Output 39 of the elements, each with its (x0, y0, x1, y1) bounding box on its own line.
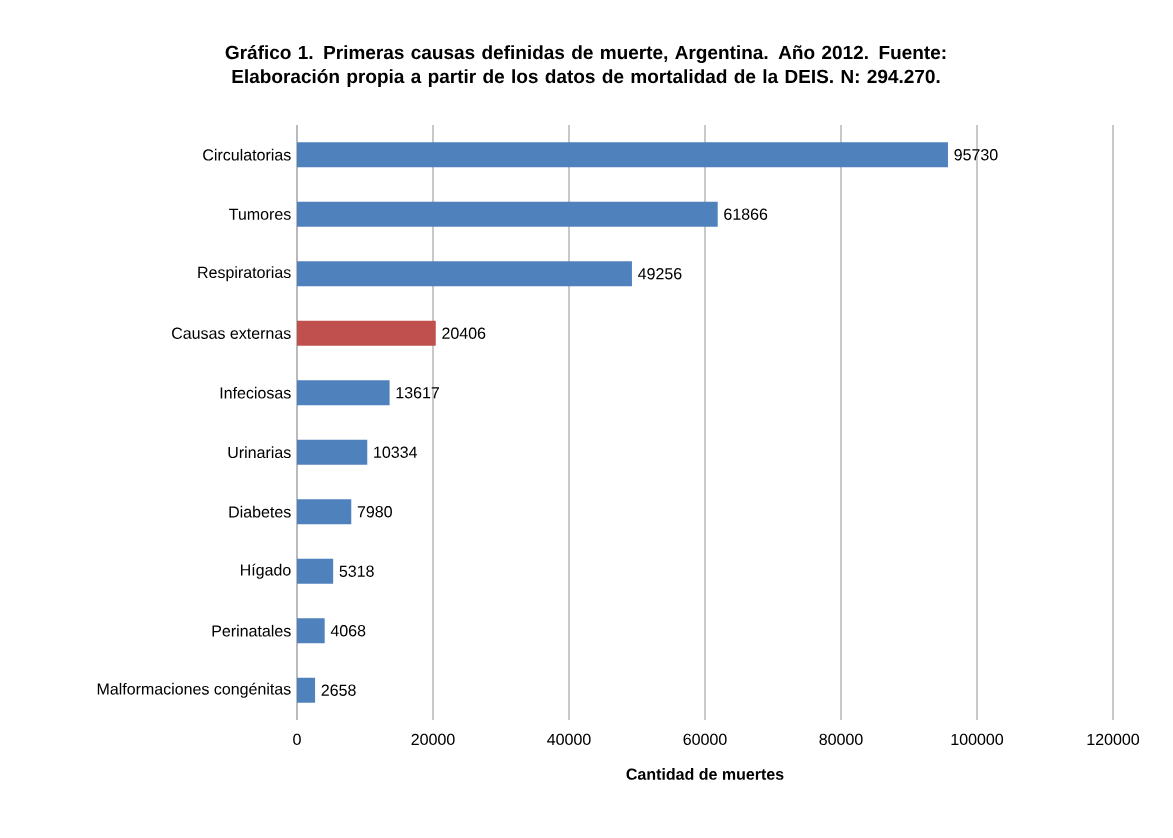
y-tick-label: Malformaciones congénitas (97, 682, 291, 698)
bar (297, 380, 390, 406)
data-label: 10334 (374, 446, 418, 458)
x-tick-label: 40000 (547, 733, 591, 746)
y-tick-label: Circulatorias (203, 148, 291, 161)
x-axis-title: Cantidad de muertes (626, 768, 784, 780)
y-tick-label: Tumores (229, 208, 291, 220)
data-label: 2658 (321, 684, 356, 696)
y-tick-label: Urinarias (228, 446, 291, 459)
bar (297, 618, 325, 644)
data-label: 49256 (638, 268, 682, 280)
x-tick-label: 120000 (1087, 733, 1140, 746)
data-label: 13617 (396, 387, 440, 399)
data-label: 5318 (339, 565, 374, 577)
y-tick-label: Causas externas (172, 327, 291, 339)
data-label: 95730 (954, 149, 998, 161)
y-tick-label: Hígado (240, 563, 291, 579)
bar (297, 499, 352, 525)
x-tick-label: 0 (293, 733, 301, 746)
bar (297, 142, 948, 168)
x-tick-label: 100000 (951, 733, 1004, 746)
data-label: 7980 (357, 506, 392, 518)
x-tick-label: 60000 (683, 733, 727, 746)
data-label: 61866 (724, 208, 768, 220)
chart-title: Gráfico 1. Primeras causas definidas de muerte, Argentina. Año 2012. Fuente: Elaboración propia a partir de los datos de mortalidad de la DEIS. N: 294.270. (225, 45, 946, 87)
data-label: 4068 (330, 625, 366, 637)
bar (297, 320, 436, 346)
y-tick-label: Respiratorias (198, 266, 291, 282)
bar (297, 261, 632, 287)
bar (297, 201, 718, 227)
x-tick-label: 20000 (411, 733, 455, 746)
y-tick-label: Infeciosas (220, 386, 291, 399)
y-tick-label: Perinatales (212, 624, 291, 637)
bar (297, 439, 368, 465)
data-label: 20406 (442, 327, 486, 339)
bar (297, 677, 316, 703)
y-tick-label: Diabetes (229, 505, 291, 518)
x-tick-label: 80000 (819, 733, 863, 746)
bar (297, 558, 334, 584)
